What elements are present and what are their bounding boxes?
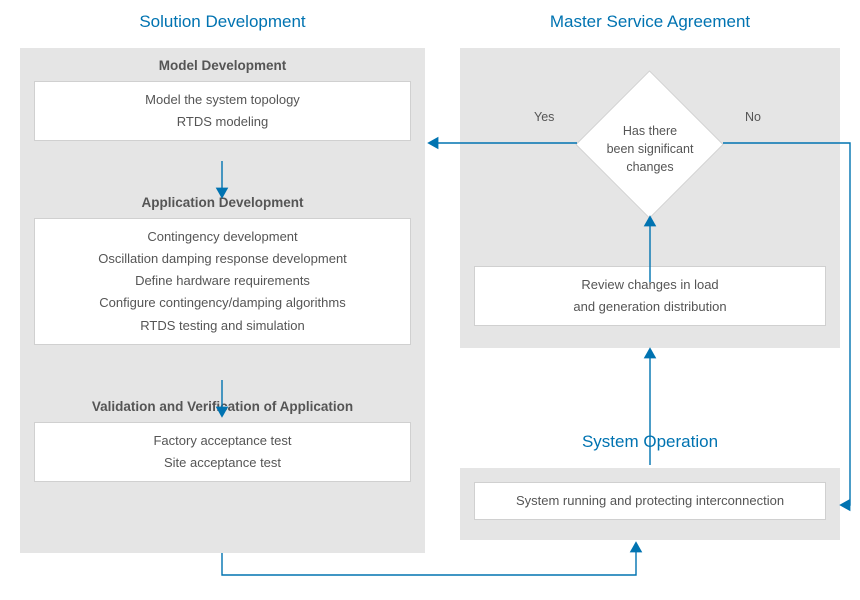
diamond-line2: been significant	[575, 140, 725, 158]
app-dev-line1: Contingency development	[39, 226, 406, 248]
diamond-text: Has there been significant changes	[575, 122, 725, 176]
system-running-box: System running and protecting interconne…	[474, 482, 826, 520]
model-dev-line1: Model the system topology	[39, 89, 406, 111]
app-dev-header: Application Development	[20, 185, 425, 218]
app-dev-line4: Configure contingency/damping algorithms	[39, 292, 406, 314]
model-dev-line2: RTDS modeling	[39, 111, 406, 133]
review-line1: Review changes in load	[479, 274, 821, 296]
validation-header: Validation and Verification of Applicati…	[20, 389, 425, 422]
decision-no-label: No	[745, 110, 761, 124]
validation-line2: Site acceptance test	[39, 452, 406, 474]
decision-diamond: Has there been significant changes	[575, 70, 725, 220]
diamond-line1: Has there	[575, 122, 725, 140]
diamond-line3: changes	[575, 158, 725, 176]
solution-dev-panel: Model Development Model the system topol…	[20, 48, 425, 553]
app-dev-line2: Oscillation damping response development	[39, 248, 406, 270]
model-dev-box: Model the system topology RTDS modeling	[34, 81, 411, 141]
msa-title: Master Service Agreement	[460, 0, 840, 42]
app-dev-line3: Define hardware requirements	[39, 270, 406, 292]
validation-line1: Factory acceptance test	[39, 430, 406, 452]
app-dev-box: Contingency development Oscillation damp…	[34, 218, 411, 344]
decision-yes-label: Yes	[534, 110, 554, 124]
solution-dev-title: Solution Development	[20, 0, 425, 42]
validation-box: Factory acceptance test Site acceptance …	[34, 422, 411, 482]
msa-panel: Has there been significant changes Revie…	[460, 48, 840, 348]
model-dev-header: Model Development	[20, 48, 425, 81]
review-line2: and generation distribution	[479, 296, 821, 318]
review-box: Review changes in load and generation di…	[474, 266, 826, 326]
app-dev-line5: RTDS testing and simulation	[39, 315, 406, 337]
system-running-text: System running and protecting interconne…	[479, 490, 821, 512]
system-operation-panel: System running and protecting interconne…	[460, 468, 840, 540]
system-operation-title: System Operation	[460, 420, 840, 462]
